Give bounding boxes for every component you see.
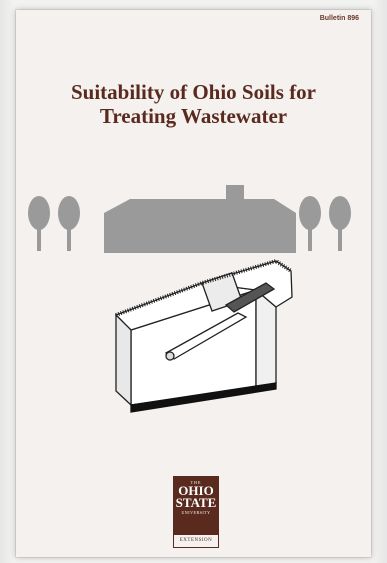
house-icon [104, 185, 296, 253]
logo-university: UNIVERSITY [181, 510, 211, 515]
tree-icon [58, 196, 80, 251]
tree-icon [28, 196, 50, 251]
tree-icon [299, 196, 321, 251]
logo-the: THE [190, 480, 202, 485]
logo-state: STATE [175, 495, 217, 510]
ohio-state-extension-logo: THE OHIO STATE UNIVERSITY EXTENSION [173, 476, 219, 548]
logo-extension: EXTENSION [173, 534, 219, 548]
title-line-1: Suitability of Ohio Soils for [70, 80, 317, 104]
bulletin-cover: Bulletin 896 Suitability of Ohio Soils f… [16, 10, 371, 557]
bulletin-number: Bulletin 896 [319, 15, 359, 22]
septic-system-illustration [28, 185, 351, 413]
title-line-2: Treating Wastewater [99, 104, 288, 128]
logo-ohio: OHIO [178, 483, 214, 498]
soil-block-diagram [114, 258, 293, 413]
page-title: Suitability of Ohio Soils for Treating W… [16, 80, 371, 128]
tree-icon [329, 196, 351, 251]
